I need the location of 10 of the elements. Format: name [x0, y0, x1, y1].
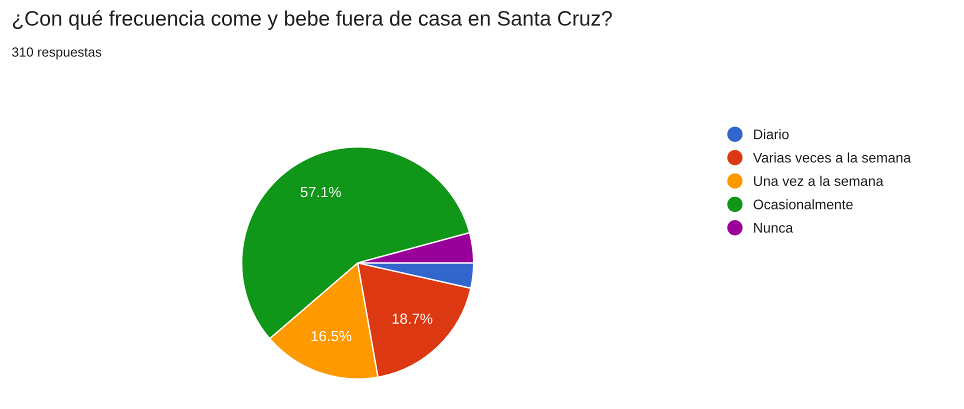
legend-label: Una vez a la semana	[754, 176, 884, 186]
text: 310 respuestas	[12, 47, 102, 60]
data-label: 57.1%	[300, 186, 341, 198]
data-label: 16.5%	[312, 330, 352, 342]
legend-label: Varias veces a la semana	[753, 152, 911, 163]
chart-title: ¿Con qué frecuencia come y bebe fuera de casa en Santa Cruz?	[12, 10, 612, 30]
legend-label: Nunca	[754, 223, 794, 233]
data-label: 18.7%	[392, 314, 432, 324]
legend-label: Ocasionalmente	[754, 199, 853, 210]
legend-label: Diario	[754, 129, 789, 140]
